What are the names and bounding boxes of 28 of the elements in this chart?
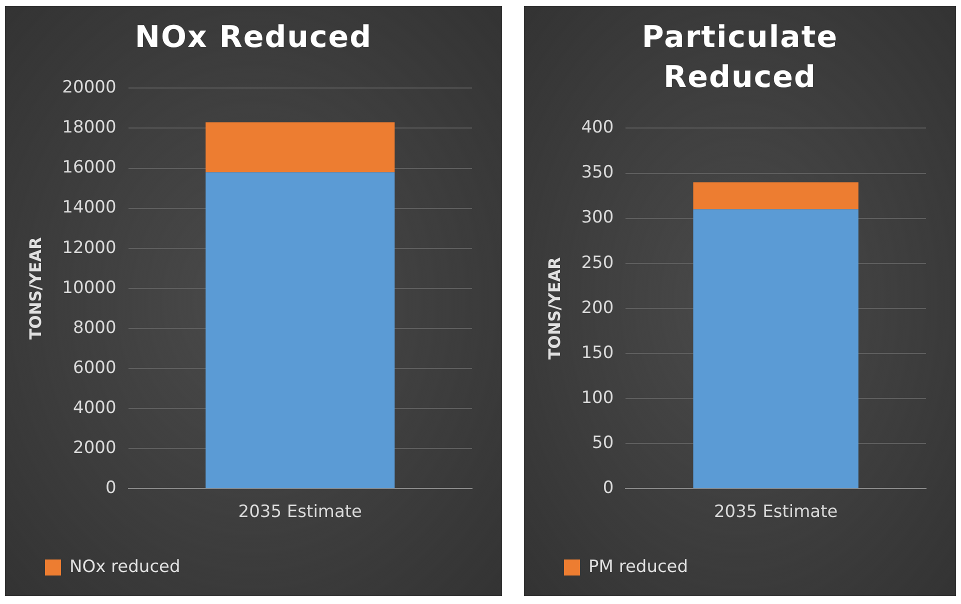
y-tick-label: 200 — [581, 298, 614, 318]
y-tick-label: 100 — [581, 388, 614, 408]
chart-title: Particulate Reduced — [640, 19, 840, 97]
legend-label: NOx reduced — [70, 556, 180, 577]
y-tick-label: 0 — [602, 478, 614, 498]
y-axis-title: TONS/YEAR — [544, 257, 564, 360]
y-tick-label: 250 — [581, 252, 614, 273]
y-tick-label: 50 — [592, 432, 614, 453]
y-tick-label: 2000 — [73, 438, 116, 458]
y-tick-label: 8000 — [73, 318, 116, 338]
y-tick-label: 20000 — [62, 78, 116, 98]
y-tick-label: 400 — [581, 118, 614, 138]
y-tick-label: 16000 — [62, 158, 116, 178]
y-tick-label: 18000 — [62, 118, 116, 138]
chart-title: NOx Reduced — [134, 19, 374, 57]
y-tick-label: 150 — [581, 342, 614, 363]
y-tick-label: 6000 — [73, 358, 116, 378]
y-tick-label: 0 — [105, 478, 116, 498]
x-tick-label: 2035 Estimate — [714, 502, 838, 522]
y-tick-label: 12000 — [62, 238, 116, 258]
y-tick-label: 14000 — [62, 198, 116, 218]
y-tick-label: 300 — [581, 208, 614, 228]
x-tick-label: 2035 Estimate — [238, 502, 362, 522]
y-tick-label: 10000 — [62, 278, 116, 298]
y-tick-label: 4000 — [73, 398, 116, 418]
y-axis-title: TONS/YEAR — [26, 237, 45, 340]
y-tick-label: 350 — [581, 162, 614, 183]
legend-label: PM reduced — [588, 556, 688, 577]
